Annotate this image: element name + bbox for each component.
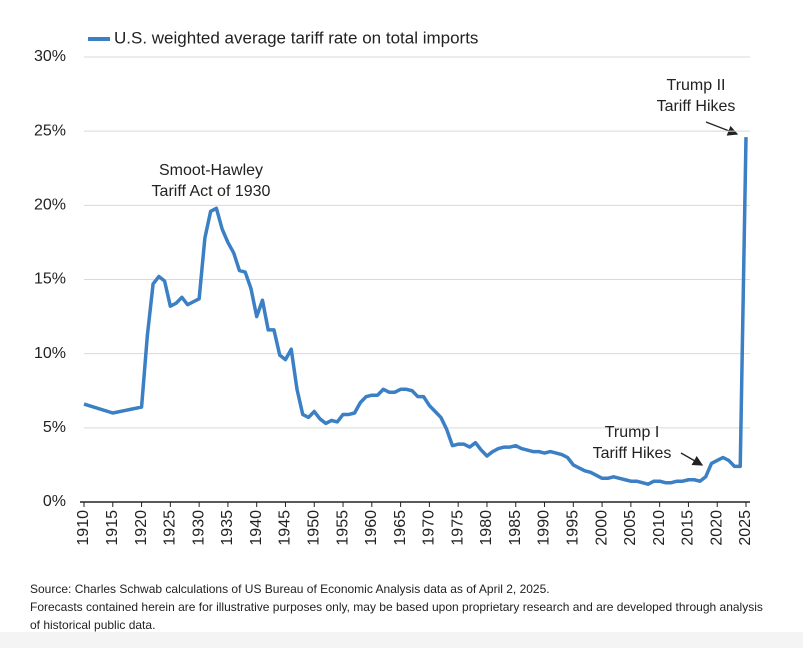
annotation: Trump II [667,77,726,94]
y-tick-label: 0% [43,493,66,510]
x-tick-label: 1955 [334,510,351,546]
x-tick-label: 2020 [708,510,725,546]
x-tick-label: 1990 [536,510,553,546]
x-tick-label: 1985 [507,510,524,546]
annotation: Trump I [605,424,660,441]
x-tick-label: 1930 [190,510,207,546]
y-tick-label: 10% [34,345,66,362]
x-tick-label: 1995 [565,510,582,546]
x-tick-label: 1980 [478,510,495,546]
y-tick-label: 15% [34,271,66,288]
x-tick-label: 1915 [104,510,121,546]
y-tick-label: 20% [34,197,66,214]
x-tick-label: 1910 [75,510,92,546]
series-line [83,137,748,486]
x-tick-label: 1950 [305,510,322,546]
x-tick-label: 1920 [133,510,150,546]
x-tick-label: 1960 [363,510,380,546]
x-tick-label: 1940 [248,510,265,546]
annotation: Tariff Act of 1930 [152,183,271,200]
legend-label: U.S. weighted average tariff rate on tot… [114,28,478,47]
footnote: Forecasts contained herein are for illus… [30,600,763,614]
annotation: Tariff Hikes [593,445,672,462]
x-tick-label: 1970 [421,510,438,546]
y-tick-label: 30% [34,48,66,65]
y-tick-label: 5% [43,419,66,436]
x-tick-label: 2010 [651,510,668,546]
x-tick-label: 2015 [680,510,697,546]
footer-band [0,632,803,648]
x-tick-label: 1935 [219,510,236,546]
x-tick-label: 2000 [593,510,610,546]
x-tick-label: 2005 [622,510,639,546]
x-tick-label: 1975 [449,510,466,546]
y-tick-label: 25% [34,122,66,139]
x-tick-label: 1925 [162,510,179,546]
annotation: Tariff Hikes [657,98,736,115]
arrow [705,121,739,136]
x-tick-label: 2025 [737,510,754,546]
x-tick-label: 1965 [392,510,409,546]
annotation: Smoot-Hawley [159,162,263,179]
footnote: of historical public data. [30,618,155,632]
arrow [680,452,704,466]
footnote: Source: Charles Schwab calculations of U… [30,582,550,596]
x-tick-label: 1945 [277,510,294,546]
